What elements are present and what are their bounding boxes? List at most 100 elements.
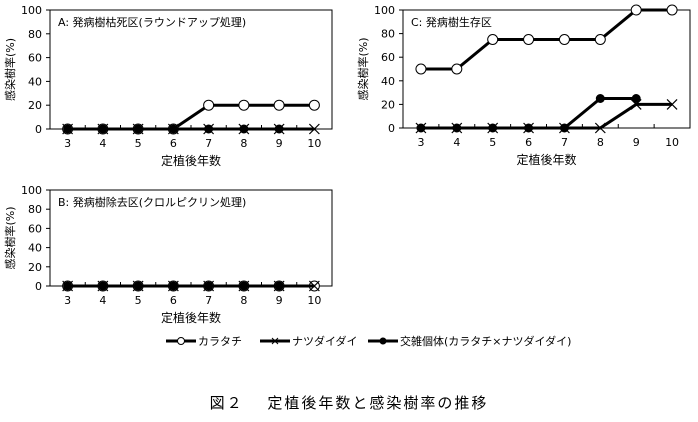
data-point-open-circle xyxy=(203,99,215,111)
y-tick-label: 80 xyxy=(381,28,395,41)
y-tick-label: 40 xyxy=(381,75,395,88)
data-point-filled-circle xyxy=(559,123,569,133)
chart-title: B: 発病樹除去区(クロルピクリン処理) xyxy=(58,195,246,209)
legend-label: 交雑個体(カラタチ×ナツダイダイ) xyxy=(400,334,571,348)
x-tick-label: 3 xyxy=(417,136,424,149)
legend: カラタチ ナツダイダイ 交雑個体(カラタチ×ナツダイダイ) xyxy=(166,334,571,348)
y-tick-label: 20 xyxy=(28,261,42,274)
data-point-filled-circle xyxy=(168,281,178,291)
x-tick-label: 10 xyxy=(307,294,321,307)
series-line xyxy=(420,8,673,71)
data-point-open-circle xyxy=(594,34,606,45)
y-tick-label: 0 xyxy=(35,280,42,293)
y-tick-label: 60 xyxy=(28,222,42,235)
y-tick-label: 100 xyxy=(374,4,395,17)
legend-label: カラタチ xyxy=(198,335,242,348)
x-axis-label: 定植後年数 xyxy=(161,153,221,168)
data-point-filled-circle xyxy=(524,123,534,133)
data-point-open-circle xyxy=(238,99,250,111)
y-tick-label: 80 xyxy=(28,203,42,216)
data-point-open-circle xyxy=(630,4,642,16)
data-point-filled-circle xyxy=(133,281,143,291)
chart-a: 0 20 40 60 80 100 3 4 5 6 7 8 9 10 定植後年数 感染樹率(%) A: 発病樹枯… xyxy=(3,4,333,168)
data-point-open-circle xyxy=(666,4,678,16)
x-tick-label: 3 xyxy=(64,294,71,307)
chart-title: C: 発病樹生存区 xyxy=(411,15,492,29)
data-point-filled-circle xyxy=(63,124,73,134)
data-point-filled-circle xyxy=(239,124,249,134)
x-tick-label: 8 xyxy=(597,136,604,149)
data-point-open-circle xyxy=(487,34,499,45)
data-point-filled-circle xyxy=(631,94,641,103)
data-point-open-circle xyxy=(451,63,463,75)
x-tick-label: 6 xyxy=(525,136,532,149)
y-tick-label: 0 xyxy=(388,122,395,135)
data-point-filled-circle xyxy=(452,123,462,133)
data-point-filled-circle xyxy=(274,281,284,291)
series-2 xyxy=(416,94,641,133)
legend-marker-open xyxy=(177,337,185,345)
x-tick-label: 7 xyxy=(205,137,212,150)
data-point-filled-circle xyxy=(204,124,214,134)
legend-marker-filled xyxy=(379,337,387,345)
series-2 xyxy=(63,124,284,134)
y-tick-label: 80 xyxy=(28,28,42,41)
x-tick-label: 5 xyxy=(135,294,142,307)
data-point-filled-circle xyxy=(274,124,284,134)
x-tick-label: 6 xyxy=(170,137,177,150)
x-tick-label: 4 xyxy=(99,137,106,150)
data-point-open-circle xyxy=(558,34,570,45)
x-tick-label: 8 xyxy=(240,137,247,150)
chart-b: 0 20 40 60 80 100 3 4 5 6 7 8 9 10 定植後年数 感染樹率(%) B: 発病樹除… xyxy=(3,184,333,325)
data-point-open-circle xyxy=(523,34,535,45)
data-point-filled-circle xyxy=(239,281,249,291)
x-tick-label: 10 xyxy=(307,137,321,150)
x-tick-label: 4 xyxy=(99,294,106,307)
y-tick-label: 0 xyxy=(35,123,42,136)
y-tick-label: 60 xyxy=(28,52,42,65)
x-tick-label: 9 xyxy=(633,136,640,149)
data-point-filled-circle xyxy=(416,123,426,133)
y-tick-label: 40 xyxy=(28,75,42,88)
x-tick-label: 5 xyxy=(135,137,142,150)
legend-marker-x xyxy=(271,337,279,345)
legend-label: ナツダイダイ xyxy=(292,334,358,348)
data-point-filled-circle xyxy=(98,281,108,291)
x-tick-label: 7 xyxy=(205,294,212,307)
y-tick-label: 100 xyxy=(21,184,42,197)
y-axis-label: 感染樹率(%) xyxy=(356,37,370,100)
figure-caption: 図２ 定植後年数と感染樹率の推移 xyxy=(209,394,489,412)
y-tick-label: 20 xyxy=(381,98,395,111)
data-point-x xyxy=(594,122,606,134)
data-point-filled-circle xyxy=(63,281,73,291)
data-point-x xyxy=(308,123,320,135)
y-tick-label: 20 xyxy=(28,99,42,112)
data-point-filled-circle xyxy=(488,123,498,133)
data-point-filled-circle xyxy=(204,281,214,291)
x-tick-label: 7 xyxy=(561,136,568,149)
data-point-filled-circle xyxy=(98,124,108,134)
series-0 xyxy=(415,4,678,75)
data-point-open-circle xyxy=(273,99,285,111)
data-point-x xyxy=(308,280,320,292)
series-2 xyxy=(63,281,284,291)
y-tick-label: 100 xyxy=(21,4,42,17)
x-tick-label: 9 xyxy=(276,294,283,307)
x-tick-label: 3 xyxy=(64,137,71,150)
x-tick-label: 9 xyxy=(276,137,283,150)
y-axis-label: 感染樹率(%) xyxy=(3,206,17,269)
plot-area xyxy=(49,9,333,130)
data-point-x xyxy=(666,98,678,110)
plot-area xyxy=(49,189,333,287)
x-tick-label: 4 xyxy=(453,136,460,149)
chart-title: A: 発病樹枯死区(ラウンドアップ処理) xyxy=(58,15,246,29)
x-axis-label: 定植後年数 xyxy=(161,310,221,325)
x-tick-label: 5 xyxy=(489,136,496,149)
x-axis-label: 定植後年数 xyxy=(516,152,576,167)
data-point-filled-circle xyxy=(133,124,143,134)
data-point-open-circle xyxy=(415,63,427,75)
y-tick-label: 40 xyxy=(28,242,42,255)
data-point-filled-circle xyxy=(595,94,605,103)
chart-c: 0 20 40 60 80 100 3 4 5 6 7 8 9 10 定植後年数 感染樹率(%) C: 発病樹生… xyxy=(356,4,691,167)
